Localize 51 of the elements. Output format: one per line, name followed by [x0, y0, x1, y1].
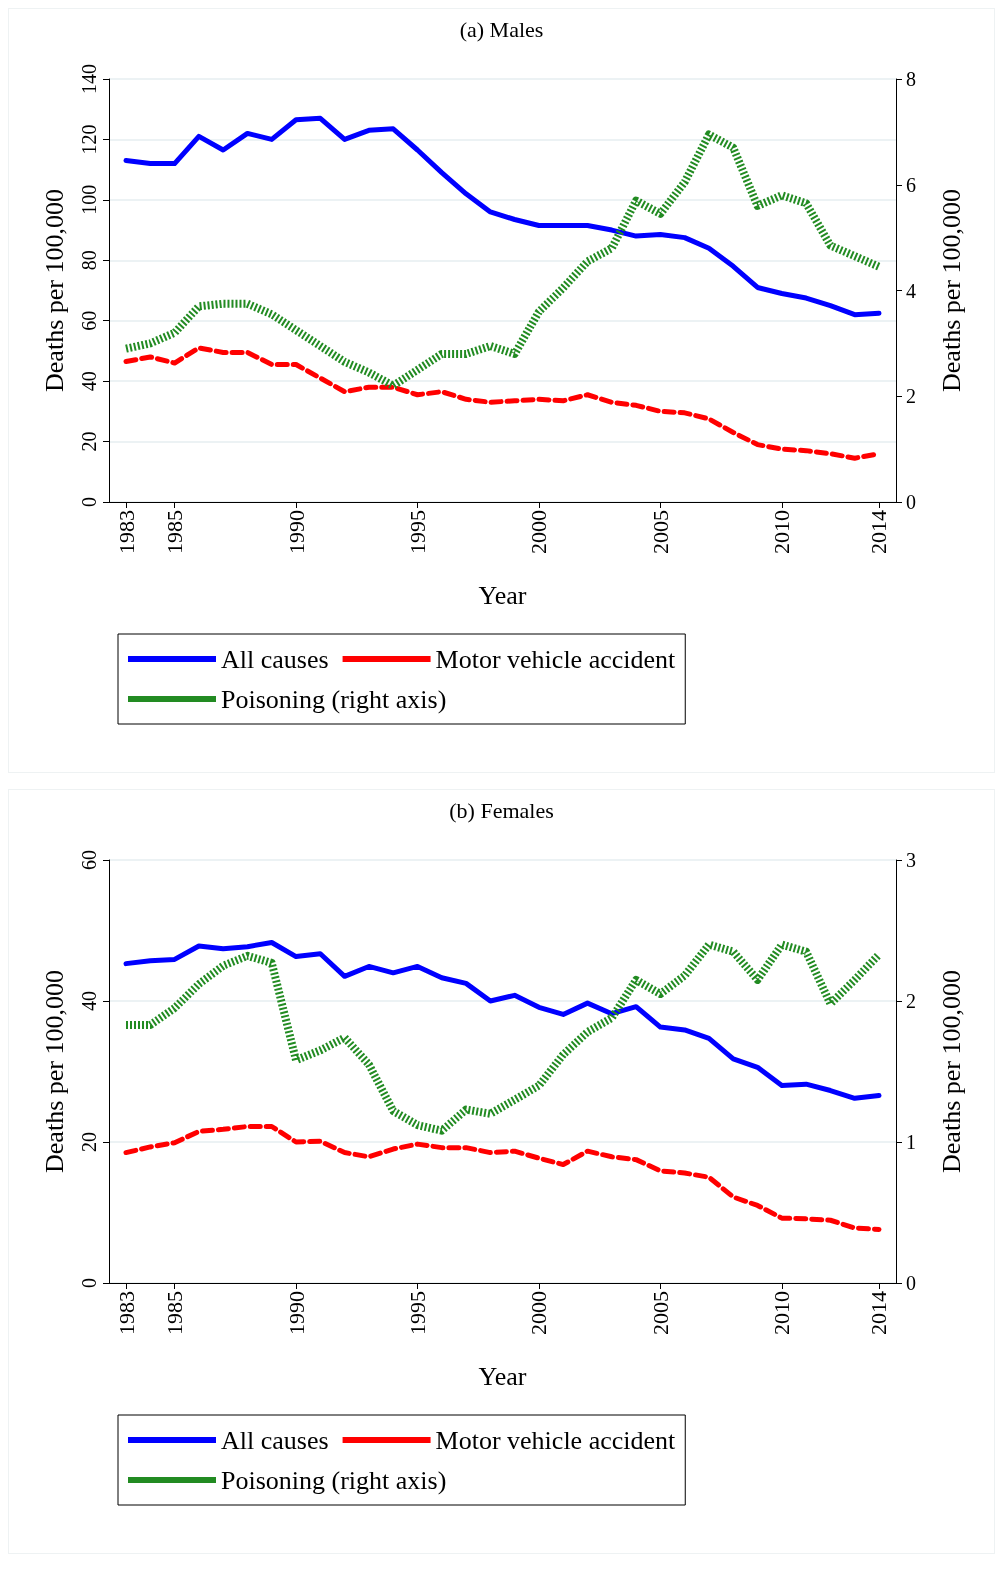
x-tick-label: 2005: [647, 1291, 673, 1335]
y2-tick-label: 2: [906, 385, 916, 408]
legend-label: All causes: [221, 1425, 329, 1455]
x-tick-label: 2000: [526, 510, 552, 554]
x-tick-label: 1985: [162, 510, 188, 554]
x-tick-label: 2000: [526, 1291, 552, 1335]
y-axis-title: Deaths per 100,000: [39, 970, 69, 1173]
x-tick-label: 2014: [866, 510, 892, 554]
y-tick-label: 60: [78, 850, 100, 870]
y-tick-label: 0: [78, 497, 100, 507]
x-tick-label: 2014: [866, 1291, 892, 1335]
legend-label: Poisoning (right axis): [221, 1465, 447, 1495]
x-tick-label: 2010: [769, 510, 795, 554]
x-tick-label: 2010: [769, 1291, 795, 1335]
legend-label: Poisoning (right axis): [221, 684, 447, 714]
chart-title: (a) Males: [459, 16, 544, 42]
y-axis-title: Deaths per 100,000: [39, 189, 69, 392]
y2-axis-title: Deaths per 100,000: [936, 189, 966, 392]
y2-tick-label: 0: [906, 491, 916, 513]
x-tick-label: 1990: [283, 510, 309, 554]
legend-label: All causes: [221, 644, 329, 674]
y-tick-label: 100: [78, 184, 100, 215]
y-tick-label: 20: [78, 1132, 100, 1152]
x-tick-label: 1990: [283, 1291, 309, 1335]
y-tick-label: 0: [78, 1278, 100, 1288]
legend-label: Motor vehicle accident: [435, 1425, 677, 1455]
y2-tick-label: 6: [906, 173, 916, 196]
y-tick-label: 140: [78, 64, 100, 94]
y2-axis-title: Deaths per 100,000: [936, 970, 966, 1173]
x-tick-label: 1995: [404, 1291, 430, 1335]
x-axis-title: Year: [478, 1361, 527, 1391]
x-tick-label: 1983: [113, 510, 139, 554]
y-tick-label: 20: [78, 431, 100, 452]
x-tick-label: 1985: [162, 1291, 188, 1335]
x-tick-label: 2005: [647, 510, 673, 554]
y-tick-label: 40: [78, 371, 100, 392]
x-tick-label: 1983: [113, 1291, 139, 1335]
y2-tick-label: 0: [906, 1272, 916, 1294]
y-tick-label: 40: [78, 991, 100, 1011]
y-tick-label: 80: [78, 250, 100, 271]
y2-tick-label: 1: [906, 1131, 916, 1153]
y2-tick-label: 3: [906, 849, 916, 871]
chart-title: (b) Females: [449, 797, 554, 823]
y2-tick-label: 2: [906, 990, 916, 1012]
y2-tick-label: 8: [906, 68, 916, 90]
y-tick-label: 120: [78, 124, 100, 155]
legend-label: Motor vehicle accident: [435, 644, 677, 674]
y2-tick-label: 4: [906, 279, 916, 302]
x-axis-title: Year: [478, 580, 527, 610]
x-tick-label: 1995: [404, 510, 430, 554]
y-tick-label: 60: [78, 310, 100, 331]
